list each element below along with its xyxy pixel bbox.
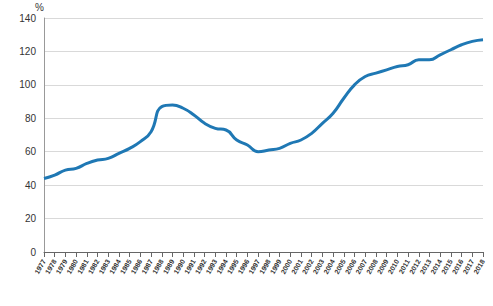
- svg-text:1984: 1984: [108, 258, 122, 276]
- svg-text:1991: 1991: [183, 258, 197, 276]
- svg-text:2011: 2011: [397, 258, 412, 275]
- svg-text:1996: 1996: [236, 258, 251, 276]
- svg-text:20: 20: [25, 213, 37, 224]
- svg-text:1995: 1995: [225, 258, 240, 276]
- svg-text:2012: 2012: [408, 258, 422, 276]
- svg-text:140: 140: [19, 13, 36, 24]
- svg-text:2008: 2008: [365, 258, 379, 276]
- svg-text:2002: 2002: [300, 258, 315, 276]
- svg-text:2013: 2013: [418, 258, 433, 276]
- svg-text:1998: 1998: [258, 258, 272, 276]
- svg-text:100: 100: [19, 79, 36, 90]
- svg-text:2010: 2010: [386, 258, 401, 276]
- svg-text:1987: 1987: [140, 258, 155, 276]
- svg-text:0: 0: [30, 247, 36, 258]
- svg-text:1985: 1985: [118, 258, 133, 276]
- svg-text:2007: 2007: [354, 258, 369, 276]
- svg-text:1993: 1993: [204, 258, 219, 276]
- svg-text:1999: 1999: [268, 258, 283, 276]
- svg-text:2004: 2004: [322, 258, 337, 276]
- svg-text:1983: 1983: [97, 258, 112, 276]
- svg-text:80: 80: [25, 113, 37, 124]
- svg-text:2015: 2015: [440, 258, 454, 276]
- svg-text:1997: 1997: [247, 258, 262, 276]
- svg-text:1980: 1980: [65, 258, 80, 276]
- svg-text:1994: 1994: [215, 258, 230, 276]
- svg-text:2006: 2006: [343, 258, 358, 276]
- svg-text:120: 120: [19, 46, 36, 57]
- svg-text:1992: 1992: [193, 258, 208, 276]
- svg-text:2014: 2014: [429, 258, 444, 276]
- svg-text:1982: 1982: [86, 258, 101, 276]
- svg-text:1988: 1988: [151, 258, 165, 276]
- svg-text:1979: 1979: [54, 258, 69, 276]
- svg-text:1977: 1977: [33, 258, 47, 276]
- svg-text:2018: 2018: [472, 258, 486, 275]
- svg-text:1978: 1978: [43, 258, 58, 276]
- svg-text:1986: 1986: [129, 258, 144, 276]
- svg-text:1990: 1990: [172, 258, 187, 276]
- svg-text:2009: 2009: [375, 258, 390, 276]
- svg-text:2017: 2017: [461, 258, 476, 276]
- svg-text:40: 40: [25, 180, 37, 191]
- svg-text:2000: 2000: [279, 258, 294, 276]
- svg-text:2016: 2016: [450, 258, 465, 276]
- svg-text:2001: 2001: [290, 258, 304, 276]
- svg-text:60: 60: [25, 146, 37, 157]
- svg-text:1981: 1981: [76, 258, 90, 276]
- svg-text:2003: 2003: [311, 258, 326, 276]
- svg-text:%: %: [35, 2, 44, 13]
- svg-text:1989: 1989: [161, 258, 176, 276]
- svg-text:2005: 2005: [333, 258, 347, 276]
